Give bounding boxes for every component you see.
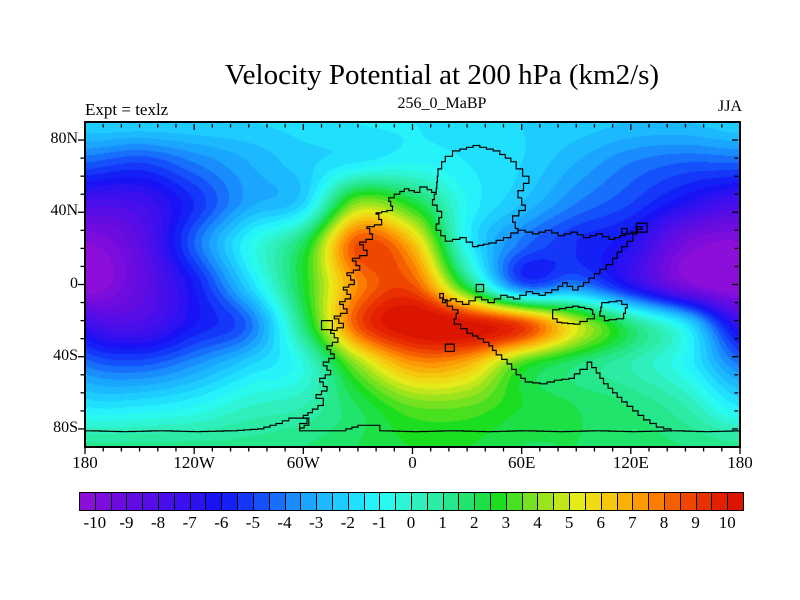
colorbar-label-10: 10 — [718, 513, 736, 532]
season-label: JJA — [717, 98, 742, 115]
colorbar-cell — [126, 492, 143, 511]
colorbar-label--9: -9 — [119, 513, 134, 532]
colorbar-cell — [632, 492, 649, 511]
colorbar-cell — [490, 492, 506, 511]
colorbar-label-9: 9 — [691, 513, 700, 532]
colorbar-label--2: -2 — [340, 513, 355, 532]
subtitle-run-label: 256_0_MaBP — [397, 95, 487, 112]
colorbar-cell — [79, 492, 95, 511]
colorbar-cell — [221, 492, 238, 511]
colorbar-label-0: 0 — [406, 513, 416, 532]
colorbar-cell — [252, 492, 269, 511]
colorbar-label-6: 6 — [596, 513, 605, 532]
x-axis-label-180: 180 — [72, 453, 98, 472]
colorbar-cell — [205, 492, 222, 511]
colorbar-cell — [411, 492, 427, 511]
colorbar-label--1: -1 — [372, 513, 387, 532]
colorbar-cell — [648, 492, 664, 511]
y-axis-label-40S: 40S — [53, 346, 78, 364]
colorbar-cell — [284, 492, 301, 511]
colorbar-label-7: 7 — [628, 513, 637, 532]
colorbar-cell — [505, 492, 522, 511]
colorbar-cell — [363, 492, 380, 511]
colorbar-cell — [158, 492, 174, 511]
colorbar-label--6: -6 — [214, 513, 229, 532]
colorbar-label--8: -8 — [150, 513, 166, 532]
colorbar-cell — [695, 492, 712, 511]
page-title: Velocity Potential at 200 hPa (km2/s) — [224, 59, 660, 91]
colorbar-cell — [537, 492, 554, 511]
colorbar-label--4: -4 — [277, 513, 292, 532]
colorbar-label-3: 3 — [501, 513, 511, 532]
colorbar-cell — [237, 492, 253, 511]
colorbar-cell — [442, 492, 459, 511]
colorbar-cell — [474, 492, 491, 511]
colorbar-cell — [458, 492, 475, 511]
colorbar-cell — [663, 492, 680, 511]
x-axis-label-180: 180 — [727, 453, 753, 472]
experiment-label: Expt = texlz — [85, 100, 169, 119]
x-axis-label-60W: 60W — [286, 453, 320, 472]
colorbar-cell — [426, 492, 443, 511]
colorbar-label-8: 8 — [659, 513, 669, 532]
colorbar-cell — [616, 492, 633, 511]
colorbar-cell — [679, 492, 696, 511]
colorbar-cell — [316, 492, 332, 511]
colorbar-cell — [142, 492, 159, 511]
colorbar-cell — [331, 492, 348, 511]
y-axis-label-40N: 40N — [50, 202, 78, 220]
colorbar-label--10: -10 — [83, 513, 107, 532]
colorbar-label-5: 5 — [564, 513, 574, 532]
colorbar-cell — [94, 492, 111, 511]
colorbar-cell — [727, 492, 744, 511]
colorbar-cell — [379, 492, 396, 511]
colorbar-label--5: -5 — [245, 513, 260, 532]
colorbar-label-1: 1 — [438, 513, 447, 532]
x-axis-label-0: 0 — [408, 453, 417, 472]
colorbar-cell — [347, 492, 364, 511]
contour-field-canvas — [85, 122, 740, 447]
colorbar-cell — [600, 492, 617, 511]
colorbar-cell — [189, 492, 206, 511]
colorbar-label--3: -3 — [309, 513, 324, 532]
colorbar-label--7: -7 — [182, 513, 197, 532]
colorbar-label-4: 4 — [533, 513, 542, 532]
colorbar-cell — [173, 492, 190, 511]
colorbar-cell — [584, 492, 601, 511]
colorbar-cell — [268, 492, 285, 511]
y-axis-label-80S: 80S — [53, 418, 78, 436]
x-axis-label-60E: 60E — [507, 453, 536, 472]
colorbar-cell — [553, 492, 570, 511]
y-axis-label-80N: 80N — [50, 130, 78, 148]
colorbar-cell — [395, 492, 411, 511]
x-axis-label-120W: 120W — [173, 453, 215, 472]
colorbar-cell — [300, 492, 317, 511]
colorbar-cell — [711, 492, 728, 511]
colorbar-label-2: 2 — [469, 513, 479, 532]
colorbar-cell — [110, 492, 127, 511]
colorbar-cell — [569, 492, 585, 511]
y-axis-label-0: 0 — [70, 274, 78, 292]
colorbar-cell — [521, 492, 538, 511]
x-axis-label-120E: 120E — [612, 453, 649, 472]
